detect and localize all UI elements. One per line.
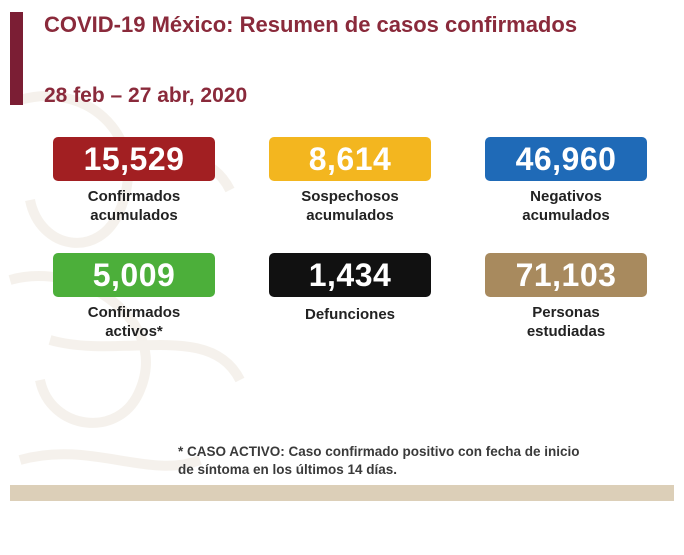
active-confirmed-value: 5,009	[53, 253, 215, 297]
confirmed-cumulative-value: 15,529	[53, 137, 215, 181]
active-confirmed-label-line1: Confirmados	[87, 304, 181, 321]
people-studied-label-line2: estudiadas	[526, 323, 606, 340]
title-accent-bar	[10, 12, 23, 105]
negative-cumulative-label-line2: acumulados	[522, 207, 610, 224]
footnote-line2: de síntoma en los últimos 14 días.	[178, 462, 398, 477]
people-studied-label-line1: Personas	[532, 304, 600, 321]
suspected-cumulative-label-line2: acumulados	[306, 207, 394, 224]
active-confirmed-label-line2: activos*	[105, 323, 163, 340]
negative-cumulative-value: 46,960	[485, 137, 647, 181]
suspected-cumulative-label: Sospechosos acumulados	[269, 187, 431, 225]
slide: COVID-19 México: Resumen de casos confir…	[8, 12, 674, 501]
active-confirmed-label: Confirmados activos*	[53, 303, 215, 341]
suspected-cumulative-value: 8,614	[269, 137, 431, 181]
deaths-value: 1,434	[269, 253, 431, 297]
deaths-label-line1: Defunciones	[304, 306, 395, 323]
deaths-label: Defunciones	[269, 305, 431, 324]
negative-cumulative-label: Negativos acumulados	[485, 187, 647, 225]
people-studied-value: 71,103	[485, 253, 647, 297]
confirmed-cumulative-label-line1: Confirmados	[87, 188, 181, 205]
bottom-decorative-bar	[10, 485, 674, 501]
active-case-footnote: * CASO ACTIVO: Caso confirmado positivo …	[178, 443, 658, 479]
suspected-cumulative-label-line1: Sospechosos	[301, 188, 399, 205]
page-title: COVID-19 México: Resumen de casos confir…	[44, 12, 578, 37]
confirmed-cumulative-label-line2: acumulados	[90, 207, 178, 224]
confirmed-cumulative-label: Confirmados acumulados	[53, 187, 215, 225]
negative-cumulative-label-line1: Negativos	[530, 188, 602, 205]
footnote-line1: * CASO ACTIVO: Caso confirmado positivo …	[178, 444, 580, 459]
people-studied-label: Personas estudiadas	[485, 303, 647, 341]
date-range: 28 feb – 27 abr, 2020	[44, 84, 248, 107]
